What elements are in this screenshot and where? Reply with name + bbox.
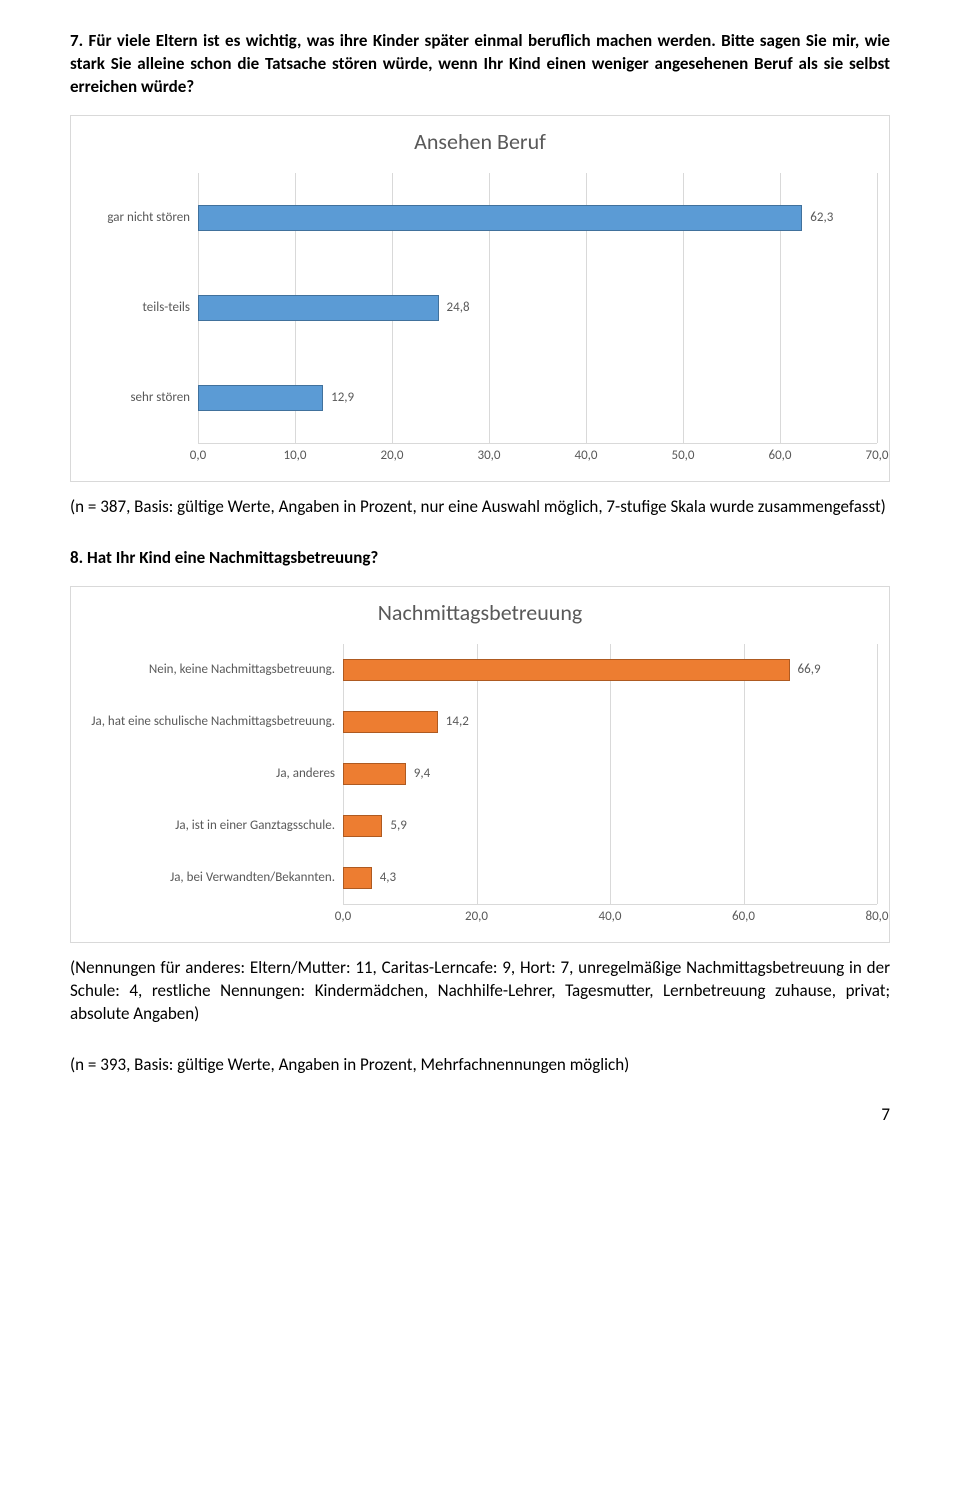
chart-ansehen-beruf: Ansehen Beruf gar nicht stören 62,3 teils-… bbox=[70, 115, 890, 482]
bar-area: 5,9 bbox=[343, 800, 877, 852]
axis-tick: 10,0 bbox=[283, 448, 306, 463]
chart-plot: Nein, keine Nachmittagsbetreuung. 66,9 Ja,… bbox=[83, 644, 877, 934]
axis-tick: 40,0 bbox=[598, 909, 621, 924]
bar-value: 5,9 bbox=[390, 818, 406, 833]
axis-tick: 20,0 bbox=[465, 909, 488, 924]
question-8-text: 8. Hat Ihr Kind eine Nachmittagsbetreuun… bbox=[70, 547, 890, 570]
axis-tick: 0,0 bbox=[190, 448, 206, 463]
chart-title: Ansehen Beruf bbox=[83, 128, 877, 155]
bar bbox=[343, 659, 790, 681]
axis-tick: 60,0 bbox=[768, 448, 791, 463]
bar-area: 14,2 bbox=[343, 696, 877, 748]
bar bbox=[343, 711, 438, 733]
bar bbox=[198, 295, 439, 321]
chart-nachmittagsbetreuung: Nachmittagsbetreuung Nein, keine Nachmit… bbox=[70, 586, 890, 943]
bar-row: Ja, hat eine schulische Nachmittagsbetre… bbox=[83, 696, 877, 748]
question-8-caption-2: (n = 393, Basis: gültige Werte, Angaben … bbox=[70, 1054, 890, 1077]
bar bbox=[343, 815, 382, 837]
question-8-caption-1: (Nennungen für anderes: Eltern/Mutter: 1… bbox=[70, 957, 890, 1026]
bar-value: 12,9 bbox=[331, 390, 354, 405]
question-7-caption: (n = 387, Basis: gültige Werte, Angaben … bbox=[70, 496, 890, 519]
chart-plot: gar nicht stören 62,3 teils-teils 24,8 sehr … bbox=[83, 173, 877, 473]
bar-label: Nein, keine Nachmittagsbetreuung. bbox=[83, 662, 343, 677]
bar-row: sehr stören 12,9 bbox=[83, 353, 877, 443]
bar bbox=[343, 867, 372, 889]
bar-area: 24,8 bbox=[198, 263, 877, 353]
bar-value: 24,8 bbox=[447, 300, 470, 315]
axis-tick: 50,0 bbox=[671, 448, 694, 463]
bar-value: 14,2 bbox=[446, 714, 469, 729]
bar-row: teils-teils 24,8 bbox=[83, 263, 877, 353]
axis-tick: 0,0 bbox=[335, 909, 351, 924]
bar-value: 4,3 bbox=[380, 870, 396, 885]
bar-area: 12,9 bbox=[198, 353, 877, 443]
bar bbox=[343, 763, 406, 785]
axis-tick: 20,0 bbox=[380, 448, 403, 463]
page-number: 7 bbox=[70, 1104, 890, 1125]
axis-tick: 40,0 bbox=[574, 448, 597, 463]
axis-tick: 60,0 bbox=[732, 909, 755, 924]
bar-row: gar nicht stören 62,3 bbox=[83, 173, 877, 263]
gridline bbox=[877, 644, 878, 904]
bar-area: 9,4 bbox=[343, 748, 877, 800]
bar-label: gar nicht stören bbox=[83, 210, 198, 225]
bar-label: Ja, bei Verwandten/Bekannten. bbox=[83, 870, 343, 885]
bar-label: Ja, hat eine schulische Nachmittagsbetre… bbox=[83, 714, 343, 729]
bar bbox=[198, 205, 802, 231]
bar-value: 62,3 bbox=[810, 210, 833, 225]
gridline bbox=[877, 173, 878, 443]
x-axis: 0,010,020,030,040,050,060,070,0 bbox=[83, 443, 877, 473]
bar-value: 9,4 bbox=[414, 766, 430, 781]
bar-label: Ja, anderes bbox=[83, 766, 343, 781]
bar-row: Ja, anderes 9,4 bbox=[83, 748, 877, 800]
bar-area: 4,3 bbox=[343, 852, 877, 904]
bar-area: 66,9 bbox=[343, 644, 877, 696]
bar-label: sehr stören bbox=[83, 390, 198, 405]
bar-area: 62,3 bbox=[198, 173, 877, 263]
x-axis: 0,020,040,060,080,0 bbox=[83, 904, 877, 934]
bar-row: Nein, keine Nachmittagsbetreuung. 66,9 bbox=[83, 644, 877, 696]
bar-row: Ja, bei Verwandten/Bekannten. 4,3 bbox=[83, 852, 877, 904]
axis-tick: 30,0 bbox=[477, 448, 500, 463]
question-7-text: 7. Für viele Eltern ist es wichtig, was … bbox=[70, 30, 890, 99]
chart-title: Nachmittagsbetreuung bbox=[83, 599, 877, 626]
axis-tick: 80,0 bbox=[865, 909, 888, 924]
bar-row: Ja, ist in einer Ganztagsschule. 5,9 bbox=[83, 800, 877, 852]
bar-value: 66,9 bbox=[798, 662, 821, 677]
axis-tick: 70,0 bbox=[865, 448, 888, 463]
bar-label: Ja, ist in einer Ganztagsschule. bbox=[83, 818, 343, 833]
bar-label: teils-teils bbox=[83, 300, 198, 315]
bar bbox=[198, 385, 323, 411]
